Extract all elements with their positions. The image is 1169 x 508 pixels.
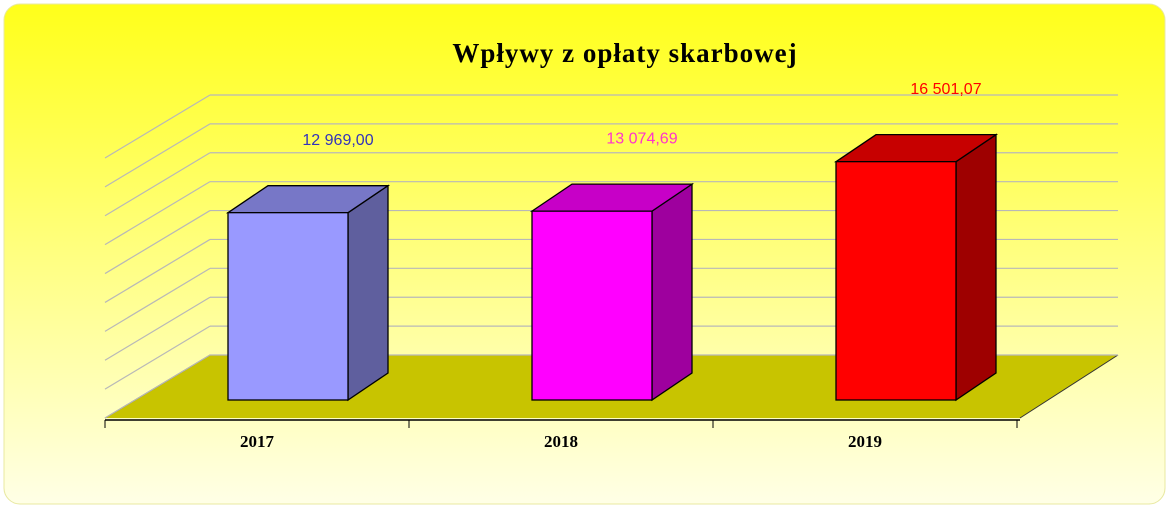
bar bbox=[227, 212, 349, 401]
value-label: 16 501,07 bbox=[910, 81, 981, 98]
grid-line bbox=[104, 123, 211, 188]
grid-line bbox=[104, 152, 211, 217]
x-tick-label: 2018 bbox=[544, 432, 578, 451]
grid-line bbox=[104, 210, 211, 275]
grid-line bbox=[104, 267, 211, 332]
x-tick-label: 2017 bbox=[240, 432, 275, 451]
value-label: 12 969,00 bbox=[302, 132, 373, 149]
bar-side bbox=[651, 182, 693, 402]
bar-side bbox=[347, 184, 389, 402]
grid-line bbox=[104, 181, 211, 246]
grid-line bbox=[104, 94, 211, 159]
bar-side bbox=[955, 133, 997, 402]
chart-title: Wpływy z opłaty skarbowej bbox=[452, 38, 797, 68]
bar bbox=[531, 210, 653, 401]
floor-edge bbox=[1019, 354, 1119, 419]
grid-line bbox=[104, 325, 211, 390]
x-tick-label: 2019 bbox=[848, 432, 882, 451]
grid-line bbox=[104, 354, 211, 419]
grid-line bbox=[104, 238, 211, 303]
grid-line bbox=[104, 296, 211, 361]
bar bbox=[835, 161, 957, 401]
value-label: 13 074,69 bbox=[606, 130, 677, 147]
